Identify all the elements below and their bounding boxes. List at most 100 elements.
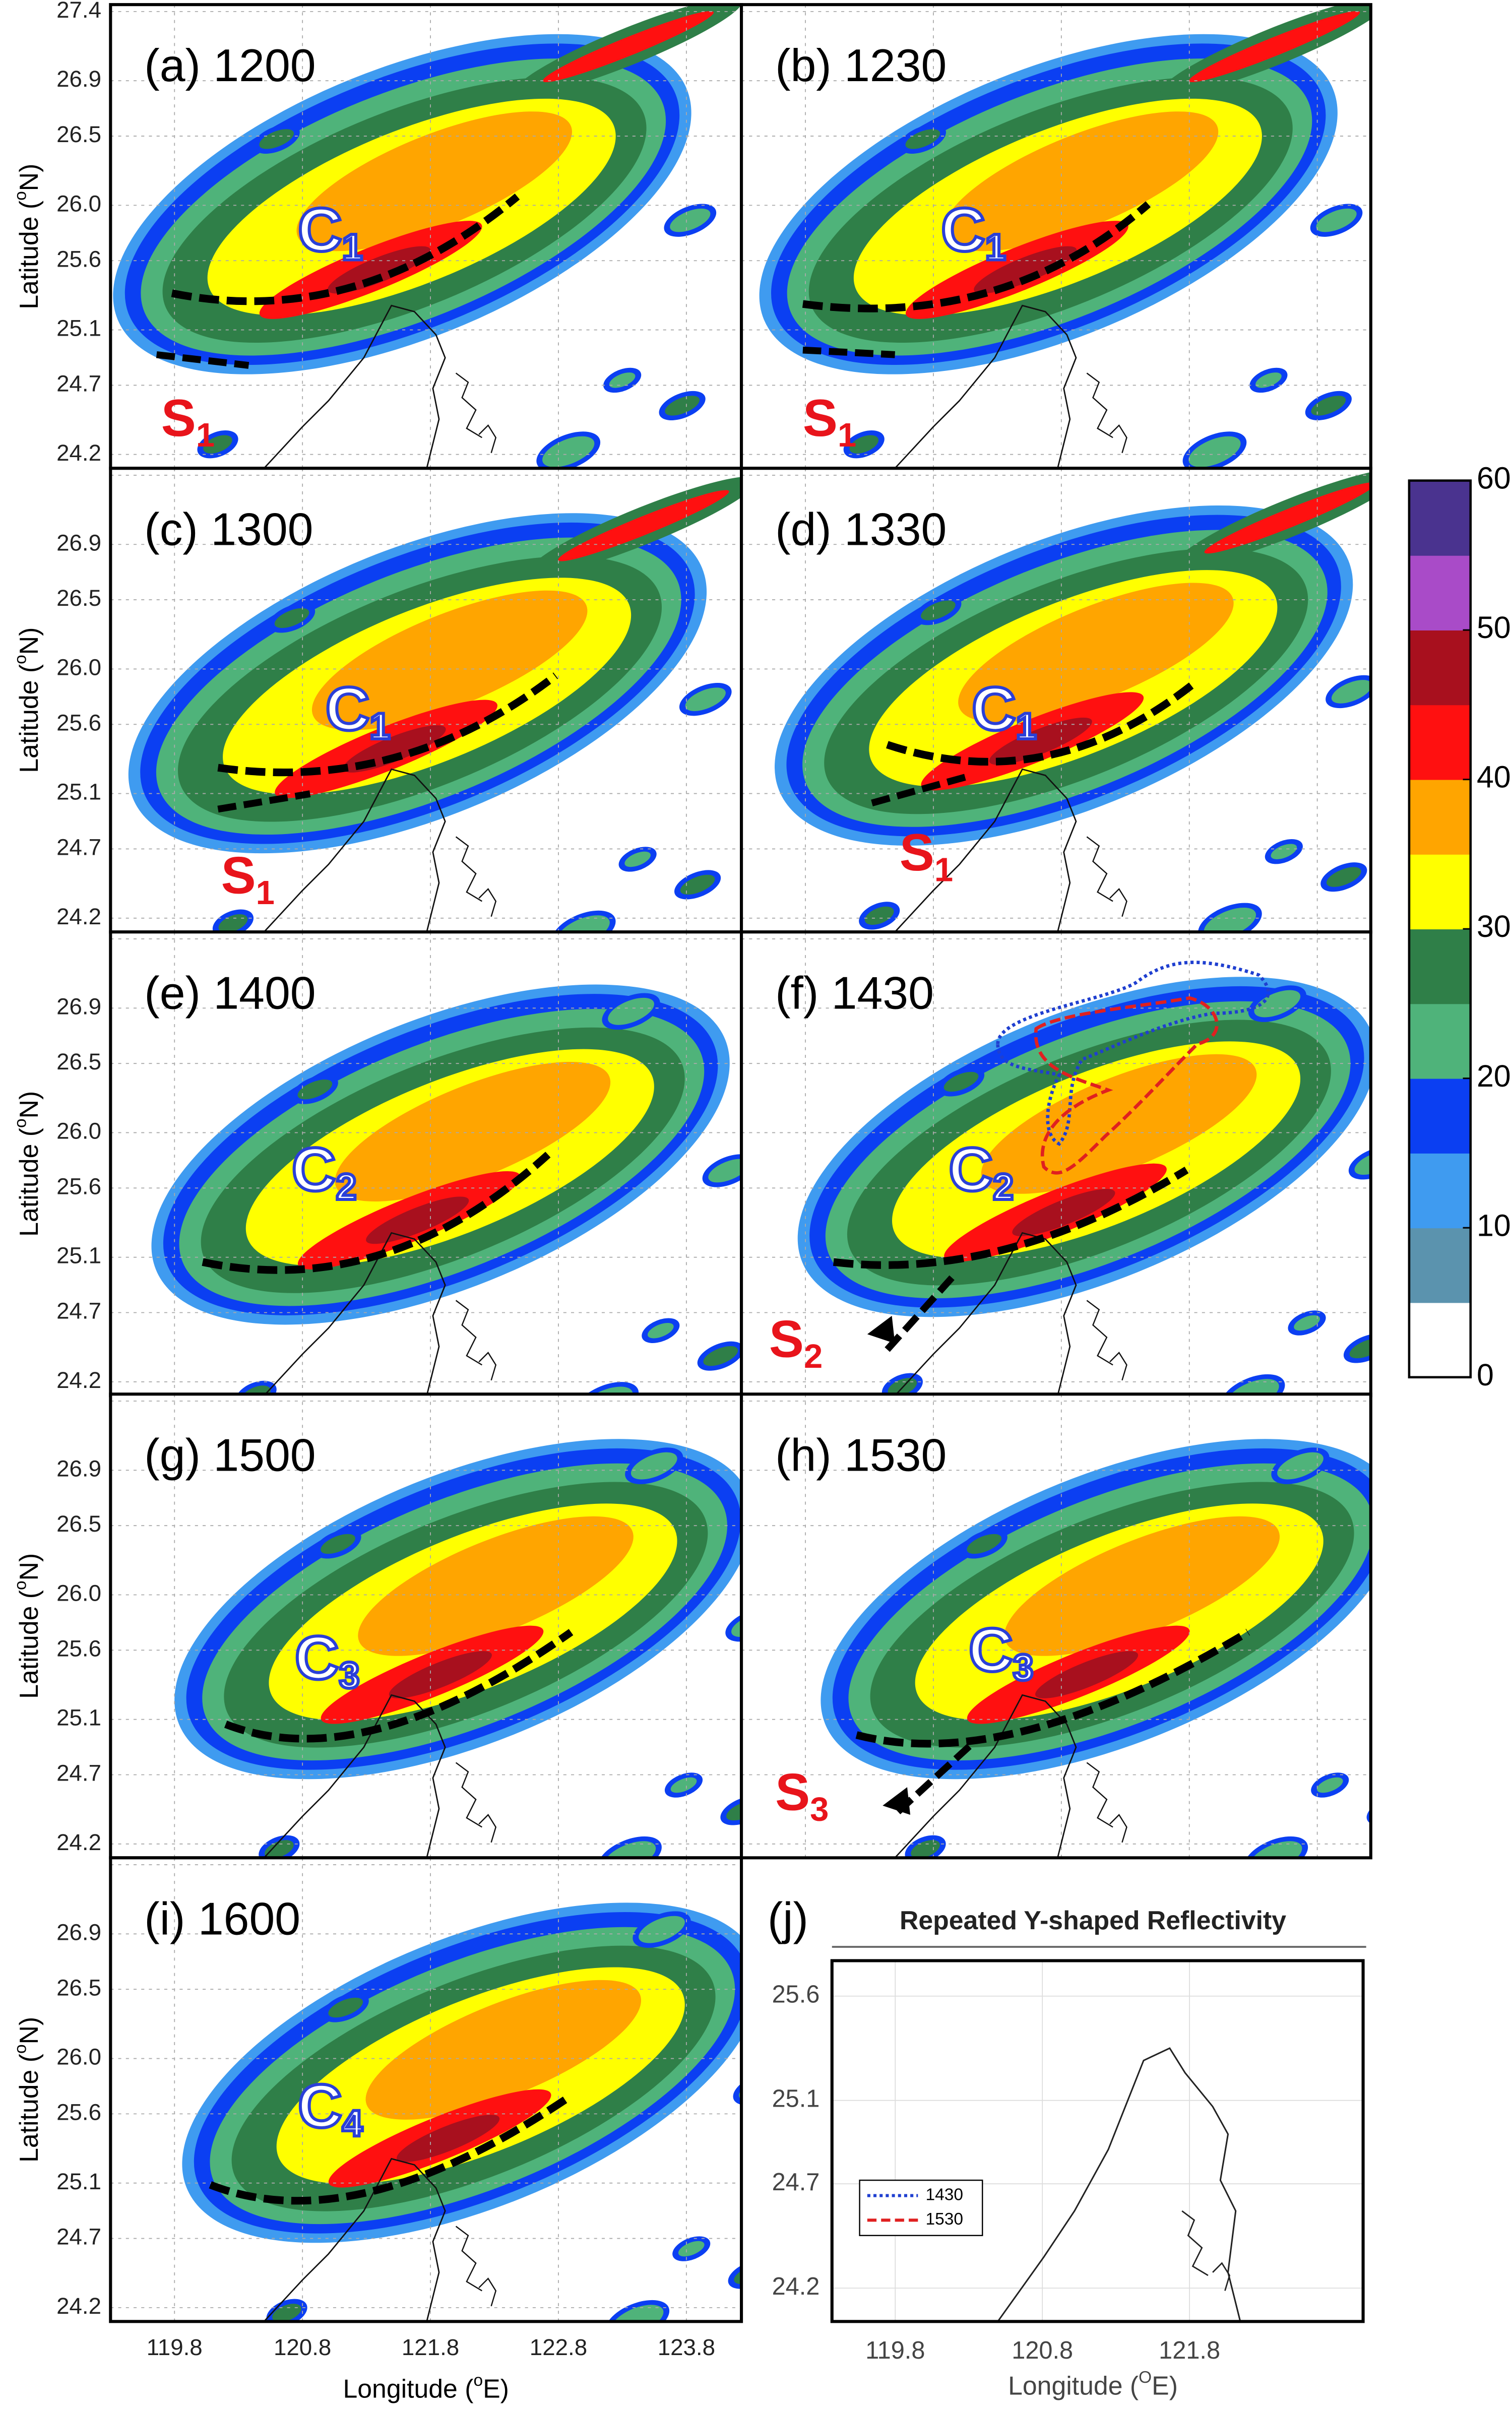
map-panel bbox=[741, 5, 1371, 469]
axis-label-part: N) bbox=[14, 627, 43, 655]
y-tick-label: 24.7 bbox=[56, 1298, 101, 1324]
coastline bbox=[263, 2158, 446, 2322]
panel-label: (i) 1600 bbox=[144, 1893, 300, 1944]
arrow-head bbox=[883, 1787, 911, 1815]
x-tick-label: 121.8 bbox=[402, 2334, 459, 2360]
y-tick-label: 26.5 bbox=[56, 121, 101, 147]
islands bbox=[455, 1300, 497, 1381]
reflectivity-field bbox=[182, 1903, 742, 2322]
echo-cell bbox=[849, 435, 879, 454]
colorbar-segment bbox=[1409, 1078, 1471, 1154]
panel-label: (h) 1530 bbox=[775, 1429, 947, 1481]
reflectivity-field bbox=[128, 476, 742, 932]
y-tick-label: 24.2 bbox=[56, 440, 101, 466]
axis-label-sup: o bbox=[11, 1118, 30, 1128]
axis-label-part: N) bbox=[14, 2017, 43, 2045]
y-axis-label: Latitude (oN) bbox=[11, 164, 43, 309]
panel-label: (e) 1400 bbox=[144, 967, 316, 1019]
axis-label-part: Longitude ( bbox=[343, 2374, 473, 2403]
colorbar-tick-label: 10 bbox=[1477, 1208, 1511, 1242]
echo-cell bbox=[631, 1452, 677, 1480]
echo-region bbox=[365, 1980, 642, 2120]
coastline bbox=[894, 1694, 1077, 1858]
colorbar-segment bbox=[1409, 555, 1471, 631]
label-subscript: 3 bbox=[810, 1791, 829, 1828]
map-panel bbox=[741, 1394, 1371, 1961]
y-tick-label: 25.6 bbox=[56, 246, 101, 272]
y-tick-label: 25.1 bbox=[56, 1705, 101, 1731]
convergence-line bbox=[202, 1152, 551, 1274]
coastline bbox=[894, 768, 1077, 932]
cell-label: C3 bbox=[295, 1624, 360, 1696]
echo-cell bbox=[328, 1997, 363, 2018]
colorbar-tick-label: 20 bbox=[1477, 1059, 1511, 1093]
convergence-line bbox=[833, 1166, 1189, 1269]
colorbar-tick-label: 30 bbox=[1477, 909, 1511, 943]
axis-label-part: N) bbox=[14, 1091, 43, 1119]
panel-label: (f) 1430 bbox=[775, 967, 934, 1019]
echo-region bbox=[358, 1516, 634, 1656]
islands bbox=[1086, 372, 1127, 454]
y-tick-label: 25.6 bbox=[56, 2099, 101, 2125]
echo-cell bbox=[670, 1777, 697, 1793]
map-panel bbox=[741, 468, 1371, 932]
colorbar-segment bbox=[1409, 1228, 1471, 1303]
echo-region bbox=[366, 1196, 469, 1244]
secondary-line bbox=[802, 346, 895, 358]
line-label: S1 bbox=[900, 823, 953, 889]
y-tick-label: 24.2 bbox=[56, 904, 101, 929]
y-tick-label: 25.6 bbox=[56, 1635, 101, 1661]
map-panel bbox=[110, 1394, 742, 1858]
axis-label-part: N) bbox=[14, 164, 43, 192]
reflectivity-field bbox=[113, 5, 742, 469]
echo-cell bbox=[542, 436, 595, 467]
echo-region bbox=[296, 111, 572, 251]
label-subscript: 3 bbox=[1013, 1647, 1034, 1688]
x-axis-label: Longitude (oE) bbox=[343, 2371, 509, 2403]
label-letter: C bbox=[295, 1624, 339, 1692]
line-label: S3 bbox=[775, 1763, 829, 1828]
islands bbox=[1086, 1300, 1127, 1381]
panel-label: (c) 1300 bbox=[144, 503, 313, 555]
label-subscript: 1 bbox=[256, 874, 275, 912]
colorbar-segment bbox=[1409, 630, 1471, 706]
x-tick-label: 120.8 bbox=[274, 2334, 331, 2360]
axis-label-part: E) bbox=[1152, 2371, 1178, 2400]
panel-label: (j) bbox=[768, 1893, 808, 1944]
cell-label: C1 bbox=[972, 675, 1037, 747]
axis-label-part: Latitude ( bbox=[14, 1590, 43, 1699]
echo-cell bbox=[1316, 208, 1357, 232]
label-letter: S bbox=[803, 389, 838, 447]
label-subscript: 1 bbox=[838, 416, 856, 454]
coastline bbox=[263, 304, 446, 469]
coastline bbox=[894, 1232, 1077, 1396]
echo-cell bbox=[1277, 1452, 1324, 1480]
echo-cell bbox=[1294, 1315, 1320, 1331]
y-tick-label: 24.2 bbox=[56, 1829, 101, 1855]
cell-label: C2 bbox=[949, 1135, 1014, 1208]
echo-cell bbox=[297, 1080, 333, 1100]
islands bbox=[1181, 2210, 1231, 2291]
echo-cell bbox=[272, 2304, 301, 2322]
colorbar-segment bbox=[1409, 854, 1471, 930]
axis-label-sup: o bbox=[473, 2371, 483, 2390]
label-letter: C bbox=[298, 2072, 342, 2140]
coastline bbox=[997, 2047, 1241, 2322]
y-tick-label: 26.0 bbox=[56, 1580, 101, 1606]
echo-cell bbox=[321, 1534, 355, 1554]
label-letter: S bbox=[900, 823, 934, 881]
map-panel bbox=[110, 5, 742, 469]
label-subscript: 3 bbox=[339, 1655, 360, 1696]
y-tick-label: 24.7 bbox=[56, 370, 101, 396]
y-tick-label: 26.9 bbox=[56, 66, 101, 92]
secondary-line bbox=[217, 790, 311, 813]
echo-cell bbox=[685, 687, 726, 711]
secondary-line bbox=[156, 351, 249, 369]
coastline bbox=[894, 304, 1077, 469]
echo-region bbox=[974, 246, 1077, 294]
legend-box bbox=[859, 2179, 983, 2236]
axis-label-part: E) bbox=[483, 2374, 509, 2403]
echo-cell bbox=[905, 129, 940, 149]
echo-cell bbox=[1031, 1936, 1065, 1961]
